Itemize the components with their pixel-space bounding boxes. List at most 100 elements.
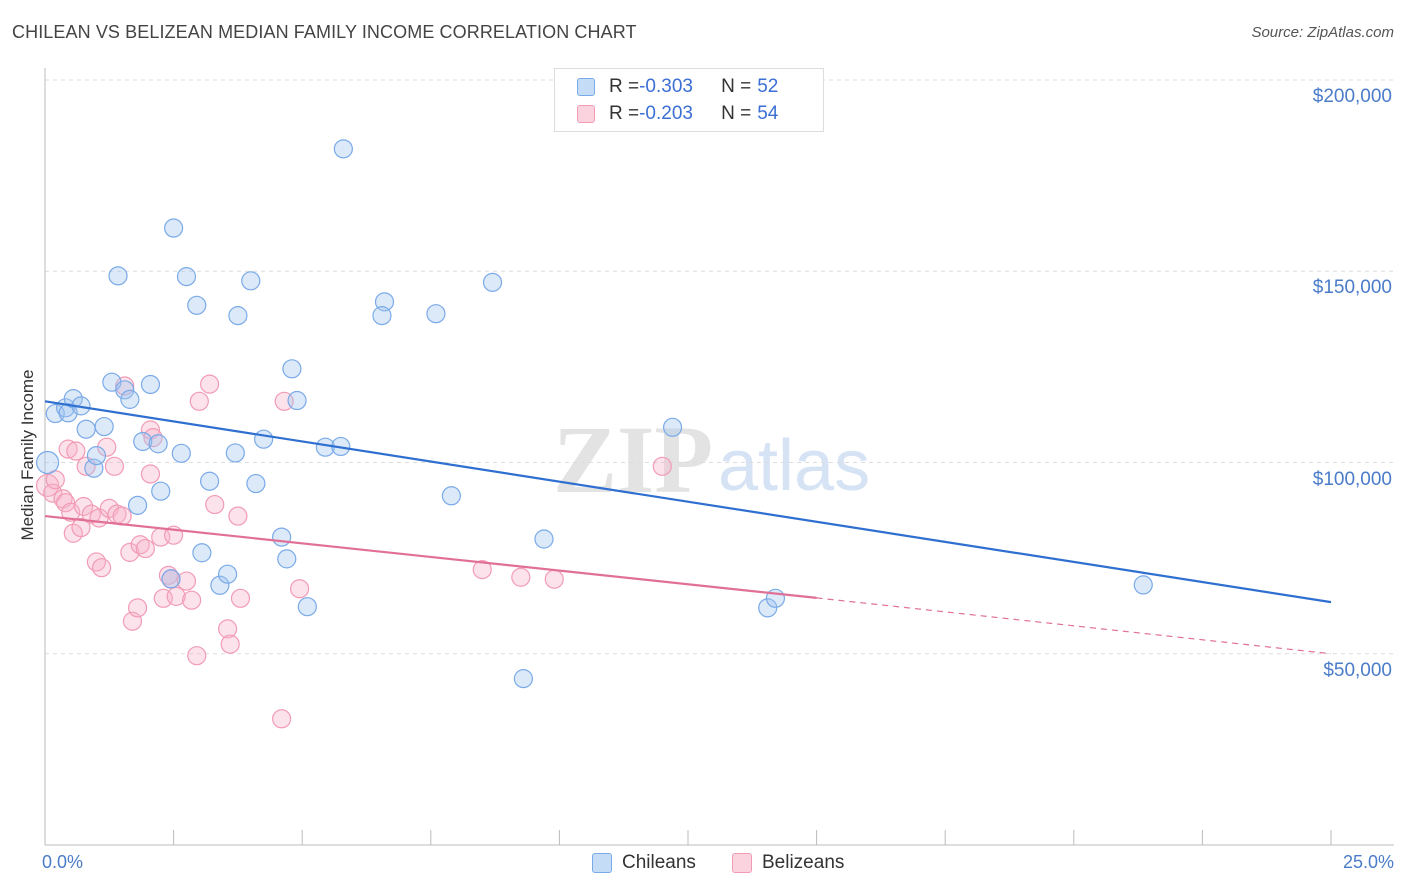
data-point-chileans <box>241 271 261 291</box>
trend-line-belizeans <box>44 514 817 599</box>
data-point-chileans <box>254 429 274 449</box>
bottom-legend-label-belizeans: Belizeans <box>762 852 845 873</box>
data-point-chileans <box>164 218 184 238</box>
data-point-belizeans <box>73 496 94 517</box>
x-tick-max: 25.0% <box>1342 852 1394 872</box>
data-point-chileans <box>200 471 220 491</box>
y-tick-label: $150,000 <box>1312 277 1392 299</box>
data-point-belizeans <box>55 493 76 513</box>
bottom-legend-swatch-belizeans <box>732 853 752 873</box>
data-point-chileans <box>35 450 60 475</box>
data-point-chileans <box>176 267 197 287</box>
data-point-chileans <box>482 272 503 292</box>
data-point-chileans <box>426 304 446 324</box>
bottom-legend-chileans: Chileans <box>592 852 696 874</box>
data-point-chileans <box>333 139 353 159</box>
grid-lines <box>45 79 1394 655</box>
data-point-chileans <box>441 486 461 506</box>
data-point-chileans <box>246 473 266 494</box>
data-point-chileans <box>513 669 533 689</box>
data-point-belizeans <box>58 439 78 459</box>
trend-line-dashed-belizeans <box>816 597 1332 655</box>
data-point-belizeans <box>91 558 112 578</box>
data-point-belizeans <box>140 464 161 484</box>
data-point-belizeans <box>290 579 310 599</box>
data-point-belizeans <box>143 428 163 448</box>
data-point-belizeans <box>472 559 492 580</box>
data-point-chileans <box>127 495 148 515</box>
data-point-belizeans <box>182 590 202 610</box>
bottom-legend-label-chileans: Chileans <box>622 852 696 873</box>
data-point-belizeans <box>218 619 238 639</box>
data-point-chileans <box>758 598 778 618</box>
legend-row-belizeans: R = -0.203 N = 54 <box>577 101 778 127</box>
chart-title: CHILEAN VS BELIZEAN MEDIAN FAMILY INCOME… <box>12 22 637 42</box>
data-point-chileans <box>662 417 683 437</box>
legend-swatch-belizeans <box>577 105 595 123</box>
data-point-chileans <box>297 597 317 617</box>
y-tick-label: $200,000 <box>1312 86 1392 107</box>
data-point-chileans <box>108 266 128 286</box>
y-tick-label: $100,000 <box>1312 468 1392 490</box>
data-point-belizeans <box>112 506 132 526</box>
data-point-belizeans <box>71 517 91 538</box>
data-point-chileans <box>94 416 114 437</box>
data-point-belizeans <box>130 535 150 555</box>
legend-r-label: R = <box>609 76 640 97</box>
data-point-chileans <box>120 389 140 409</box>
data-point-belizeans <box>205 494 225 515</box>
data-point-belizeans <box>127 598 148 618</box>
legend-n-label: N = <box>721 76 752 97</box>
axes <box>44 68 1394 846</box>
data-point-chileans <box>192 543 212 563</box>
data-point-belizeans <box>272 709 292 729</box>
data-point-chileans <box>210 575 230 595</box>
data-point-chileans <box>84 458 104 478</box>
data-point-belizeans <box>220 634 240 654</box>
bottom-legend-belizeans: Belizeans <box>732 852 844 874</box>
watermark-atlas: atlas <box>718 426 870 506</box>
data-point-chileans <box>63 389 83 409</box>
correlation-legend: R = -0.303 N = 52 R = -0.203 N = 54 <box>554 68 824 132</box>
data-point-chileans <box>1133 575 1153 595</box>
x-tick-min: 0.0% <box>42 852 84 872</box>
data-point-chileans <box>218 564 238 584</box>
data-point-belizeans <box>86 552 107 572</box>
data-point-belizeans <box>544 569 564 589</box>
watermark-zip: ZIP <box>553 406 713 513</box>
legend-r-label: R = <box>609 103 640 124</box>
data-point-chileans <box>140 374 161 395</box>
data-point-chileans <box>133 431 153 452</box>
data-point-belizeans <box>63 523 83 543</box>
data-point-belizeans <box>652 456 672 476</box>
trend-lines <box>44 400 1332 655</box>
data-point-chileans <box>171 443 191 463</box>
data-point-belizeans <box>230 588 251 608</box>
data-point-chileans <box>151 481 171 501</box>
data-point-belizeans <box>187 646 207 666</box>
legend-row-chileans: R = -0.303 N = 52 <box>577 74 778 100</box>
data-point-belizeans <box>228 506 248 526</box>
data-point-chileans <box>76 419 96 439</box>
source-label: Source: ZipAtlas.com <box>1251 24 1394 41</box>
legend-r-value: -0.203 <box>639 103 693 124</box>
data-point-chileans <box>225 443 245 463</box>
data-point-chileans <box>534 529 554 549</box>
y-tick-label: $50,000 <box>1323 659 1392 681</box>
data-point-chileans <box>282 359 302 379</box>
data-point-chileans <box>228 306 248 326</box>
data-point-chileans <box>272 527 292 547</box>
data-point-chileans <box>148 434 168 454</box>
data-point-belizeans <box>166 586 186 606</box>
data-points <box>35 139 1153 729</box>
legend-swatch-chileans <box>577 78 595 96</box>
data-point-chileans <box>161 569 181 589</box>
data-point-chileans <box>287 390 307 411</box>
legend-r-value: -0.303 <box>639 76 693 97</box>
legend-n-value: 54 <box>757 103 779 124</box>
data-point-belizeans <box>135 538 155 559</box>
data-point-belizeans <box>176 571 197 591</box>
data-point-belizeans <box>120 542 140 562</box>
data-point-chileans <box>86 446 107 466</box>
